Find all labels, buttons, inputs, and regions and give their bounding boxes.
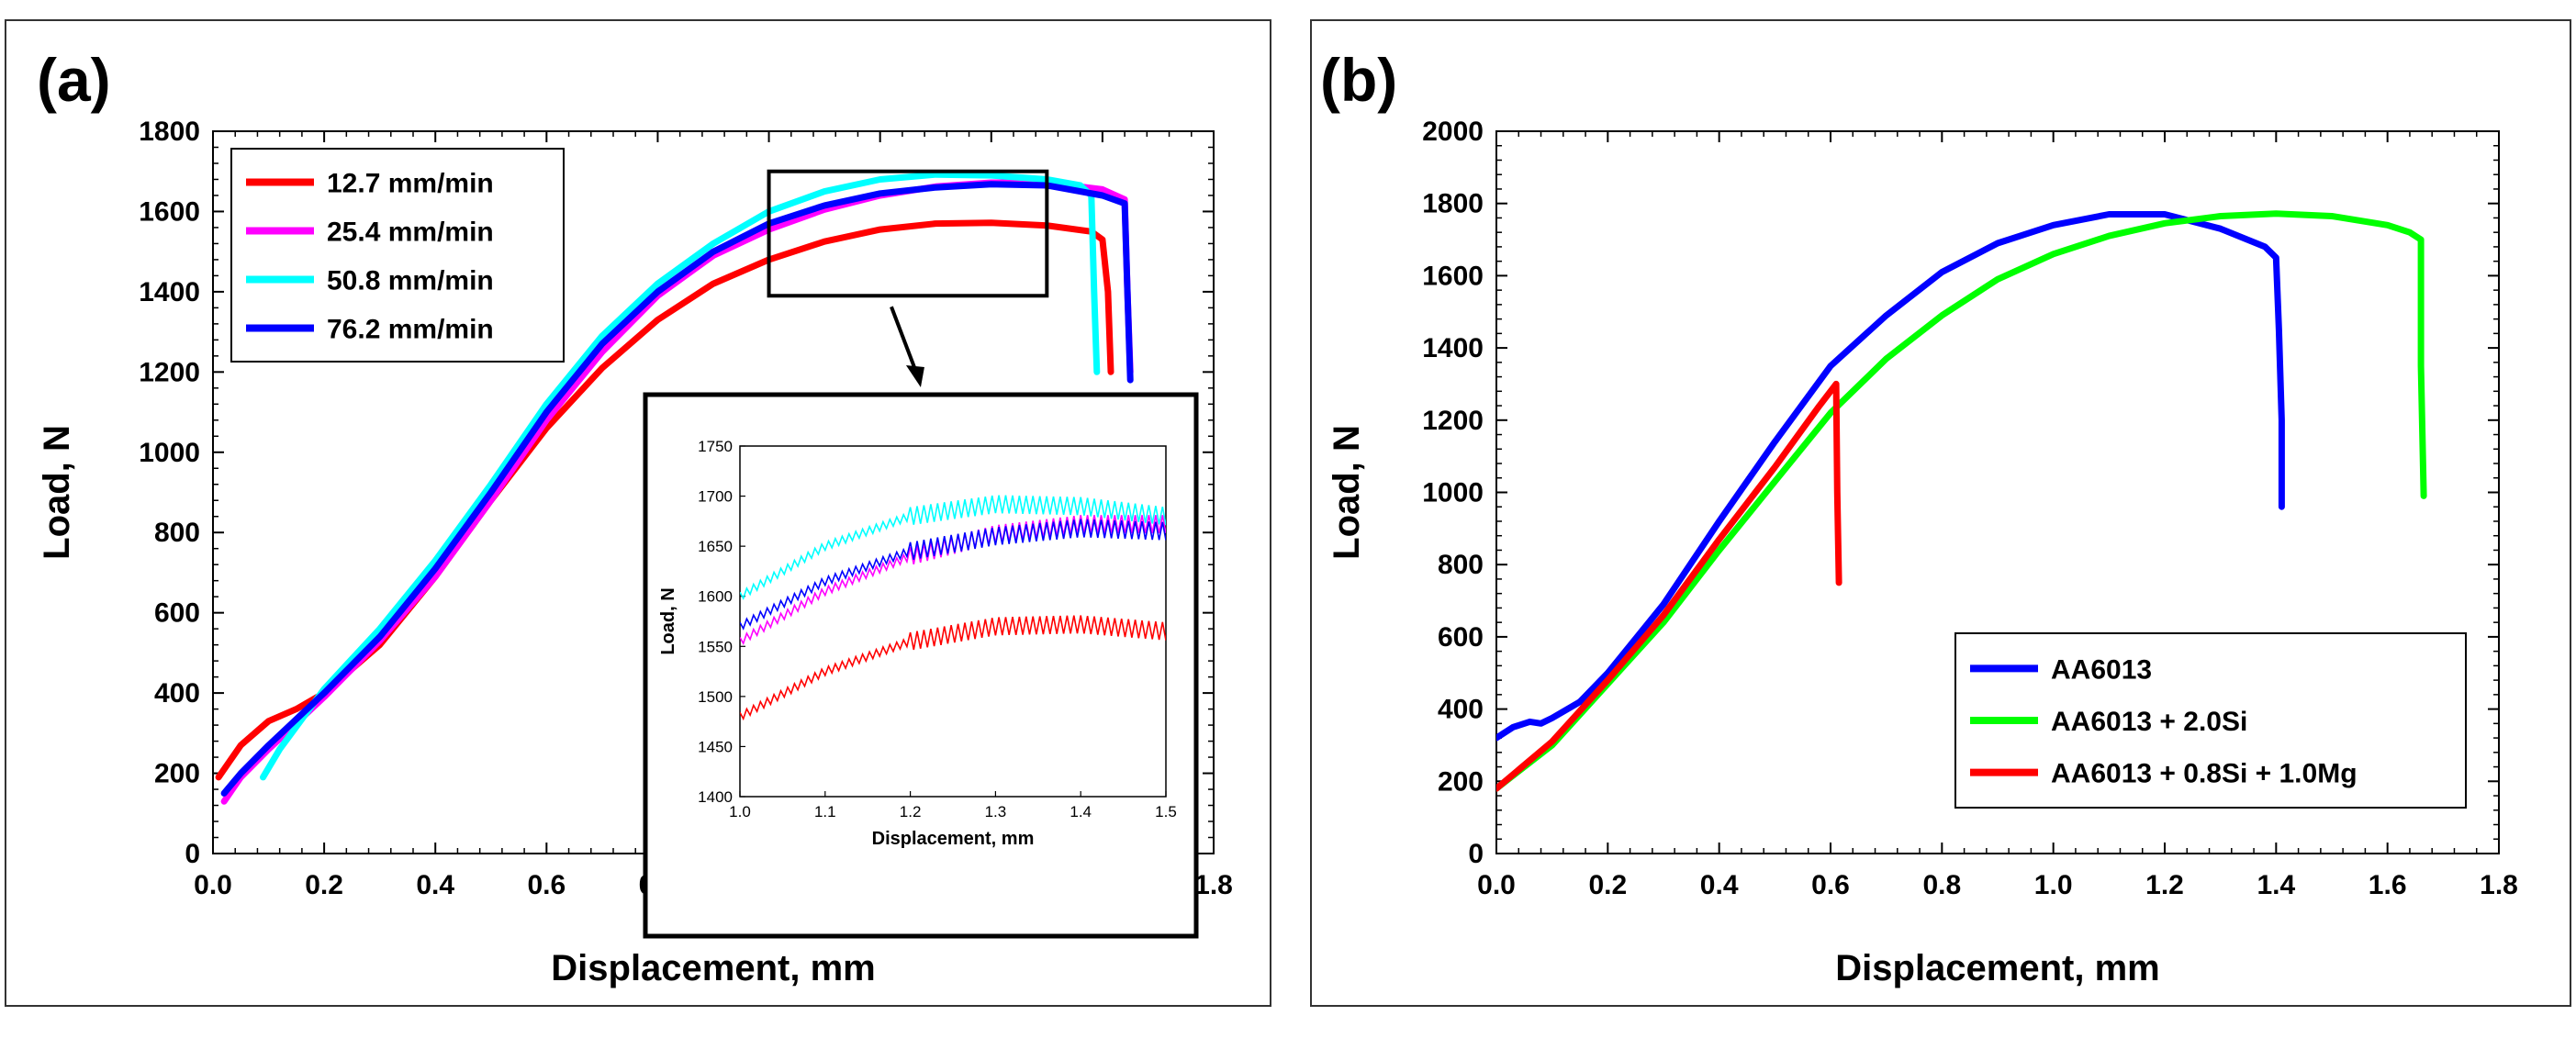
inset-x-tick-label: 1.0 — [729, 803, 751, 820]
y-tick-label: 0 — [1468, 839, 1484, 869]
chart-a: (a)0.00.20.40.60.81.01.21.41.61.80200400… — [37, 46, 1233, 988]
x-tick-label: 0.4 — [416, 870, 454, 900]
legend-label: 25.4 mm/min — [327, 218, 494, 248]
inset-y-tick-label: 1700 — [698, 488, 733, 506]
y-axis-title: Load, N — [37, 425, 77, 560]
inset-y-tick-label: 1600 — [698, 588, 733, 606]
inset-x-tick-label: 1.2 — [900, 803, 922, 820]
chart-b: (b) 0.0 0.2 0.4 0.6 0.8 1.0 1.2 1.4 1.6 1.8 0 200 400… — [1320, 46, 2518, 988]
x-tick-label: 1.8 — [1194, 870, 1233, 900]
inset-y-tick-label: 1750 — [698, 438, 733, 455]
inset-x-tick-label: 1.5 — [1155, 803, 1177, 820]
inset-series-line — [740, 519, 1166, 631]
series-line-aa6013-0-8si-1-0mg — [1496, 380, 1842, 792]
x-tick-label: 0.8 — [1922, 870, 1961, 900]
panel-label-a: (a) — [37, 46, 111, 114]
x-tick-label: 0.6 — [527, 870, 566, 900]
y-tick-label: 400 — [154, 678, 200, 709]
y-tick-label: 200 — [1438, 766, 1484, 797]
x-tick-label: 1.2 — [2145, 870, 2184, 900]
inset-y-tick-label: 1550 — [698, 638, 733, 655]
series-line-aa6013 — [1496, 211, 2285, 742]
x-axis-title: Displacement, mm — [551, 948, 875, 988]
inset-y-axis-title: Load, N — [658, 587, 678, 654]
y-tick-label: 1200 — [139, 357, 200, 387]
x-tick-label: 1.8 — [2480, 870, 2518, 900]
x-axis-title: Displacement, mm — [1835, 948, 2159, 988]
inset-series-line — [740, 495, 1166, 600]
panel-b-frame — [1310, 19, 2571, 1007]
y-tick-label: 200 — [154, 759, 200, 789]
y-tick-label: 0 — [185, 839, 200, 869]
series-line-76-2-mm-min — [220, 181, 1134, 797]
y-tick-label: 1800 — [139, 117, 200, 147]
x-tick-label: 0.0 — [194, 870, 232, 900]
legend-label: AA6013 — [2051, 654, 2152, 685]
legend-box-b — [1954, 632, 2467, 809]
y-tick-label: 1000 — [1422, 478, 1484, 508]
series-line-12-7-mm-min — [215, 219, 1114, 781]
x-tick-label: 0.6 — [1811, 870, 1850, 900]
inset-y-tick-label: 1650 — [698, 538, 733, 555]
y-tick-label: 1800 — [1422, 189, 1484, 219]
y-axis-title: Load, N — [1327, 425, 1367, 560]
y-tick-label: 800 — [154, 518, 200, 548]
legend-label: 50.8 mm/min — [327, 266, 494, 296]
zoom-arrow-line — [890, 306, 919, 375]
x-tick-label: 0.2 — [1588, 870, 1627, 900]
zoom-arrow-head — [905, 365, 924, 387]
legend-label: AA6013 + 2.0Si — [2051, 707, 2247, 737]
inset-y-tick-label: 1400 — [698, 788, 733, 806]
y-tick-label: 1400 — [139, 277, 200, 307]
y-tick-label: 600 — [1438, 622, 1484, 653]
x-tick-label: 1.6 — [2369, 870, 2407, 900]
panel-a-frame — [5, 19, 1271, 1007]
inset-box — [643, 392, 1199, 939]
y-tick-label: 1600 — [1422, 261, 1484, 291]
panel-label-b: (b) — [1320, 46, 1397, 114]
legend-label: 76.2 mm/min — [327, 315, 494, 345]
inset-y-tick-label: 1450 — [698, 738, 733, 755]
series-line-aa6013-2-0si — [1496, 210, 2427, 792]
series-line-50-8-mm-min — [260, 171, 1101, 781]
inset-x-tick-label: 1.4 — [1070, 803, 1092, 820]
legend-label: 12.7 mm/min — [327, 169, 494, 199]
zoom-region-box — [767, 169, 1049, 298]
inset-plot-area — [739, 445, 1167, 798]
inset-x-tick-label: 1.1 — [814, 803, 836, 820]
inset-x-tick-label: 1.3 — [985, 803, 1007, 820]
x-tick-label: 0.2 — [305, 870, 343, 900]
y-tick-label: 800 — [1438, 550, 1484, 580]
y-tick-label: 600 — [154, 598, 200, 629]
legend-label: AA6013 + 0.8Si + 1.0Mg — [2051, 759, 2358, 789]
y-tick-label: 2000 — [1422, 117, 1484, 147]
inset-series-line — [740, 615, 1166, 721]
inset-y-tick-label: 1500 — [698, 688, 733, 706]
y-tick-label: 1000 — [139, 438, 200, 468]
y-tick-label: 1400 — [1422, 333, 1484, 363]
y-tick-label: 1200 — [1422, 406, 1484, 436]
x-tick-label: 1.0 — [2034, 870, 2073, 900]
x-tick-label: 0.0 — [1477, 870, 1516, 900]
y-tick-label: 1600 — [139, 196, 200, 227]
x-tick-label: 0.4 — [1700, 870, 1739, 900]
y-tick-label: 400 — [1438, 695, 1484, 725]
inset-x-axis-title: Displacement, mm — [872, 829, 1035, 849]
x-tick-label: 1.4 — [2257, 870, 2295, 900]
